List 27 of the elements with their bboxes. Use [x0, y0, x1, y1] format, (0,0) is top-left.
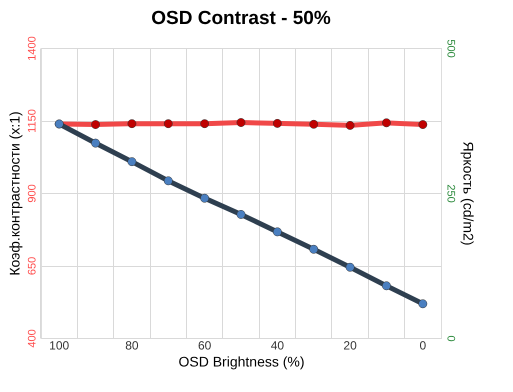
- y-tick-label: 1400: [26, 36, 38, 61]
- point: [382, 281, 391, 290]
- y-axis-title: Коэф.контрастности (x:1): [6, 111, 22, 276]
- point: [236, 210, 246, 219]
- point: [418, 299, 428, 308]
- y-tick-label: 900: [26, 184, 38, 203]
- y-tick-label: 650: [26, 256, 38, 276]
- x-tick-label: 40: [270, 338, 284, 352]
- x-tick-label: 20: [343, 338, 358, 352]
- point: [200, 194, 210, 203]
- x-axis-title: OSD Brightness (%): [178, 354, 305, 370]
- point: [127, 157, 136, 166]
- chart-title: OSD Contrast - 50%: [151, 8, 331, 29]
- point: [346, 262, 355, 272]
- y2-tick-label: 250: [444, 184, 456, 203]
- point: [91, 138, 100, 148]
- x-tick-label: 100: [49, 338, 70, 352]
- y2-axis-title: Яркость (cd/m2): [460, 141, 476, 246]
- x-tick-label: 60: [198, 338, 212, 352]
- x-tick-label: 0: [419, 338, 426, 352]
- y-tick-label: 400: [26, 329, 38, 348]
- y-tick-label: 1150: [26, 109, 38, 133]
- point: [309, 244, 318, 254]
- point: [164, 176, 173, 186]
- y2-tick-label: 500: [444, 39, 456, 58]
- x-tick-label: 80: [125, 338, 139, 352]
- point: [272, 227, 282, 236]
